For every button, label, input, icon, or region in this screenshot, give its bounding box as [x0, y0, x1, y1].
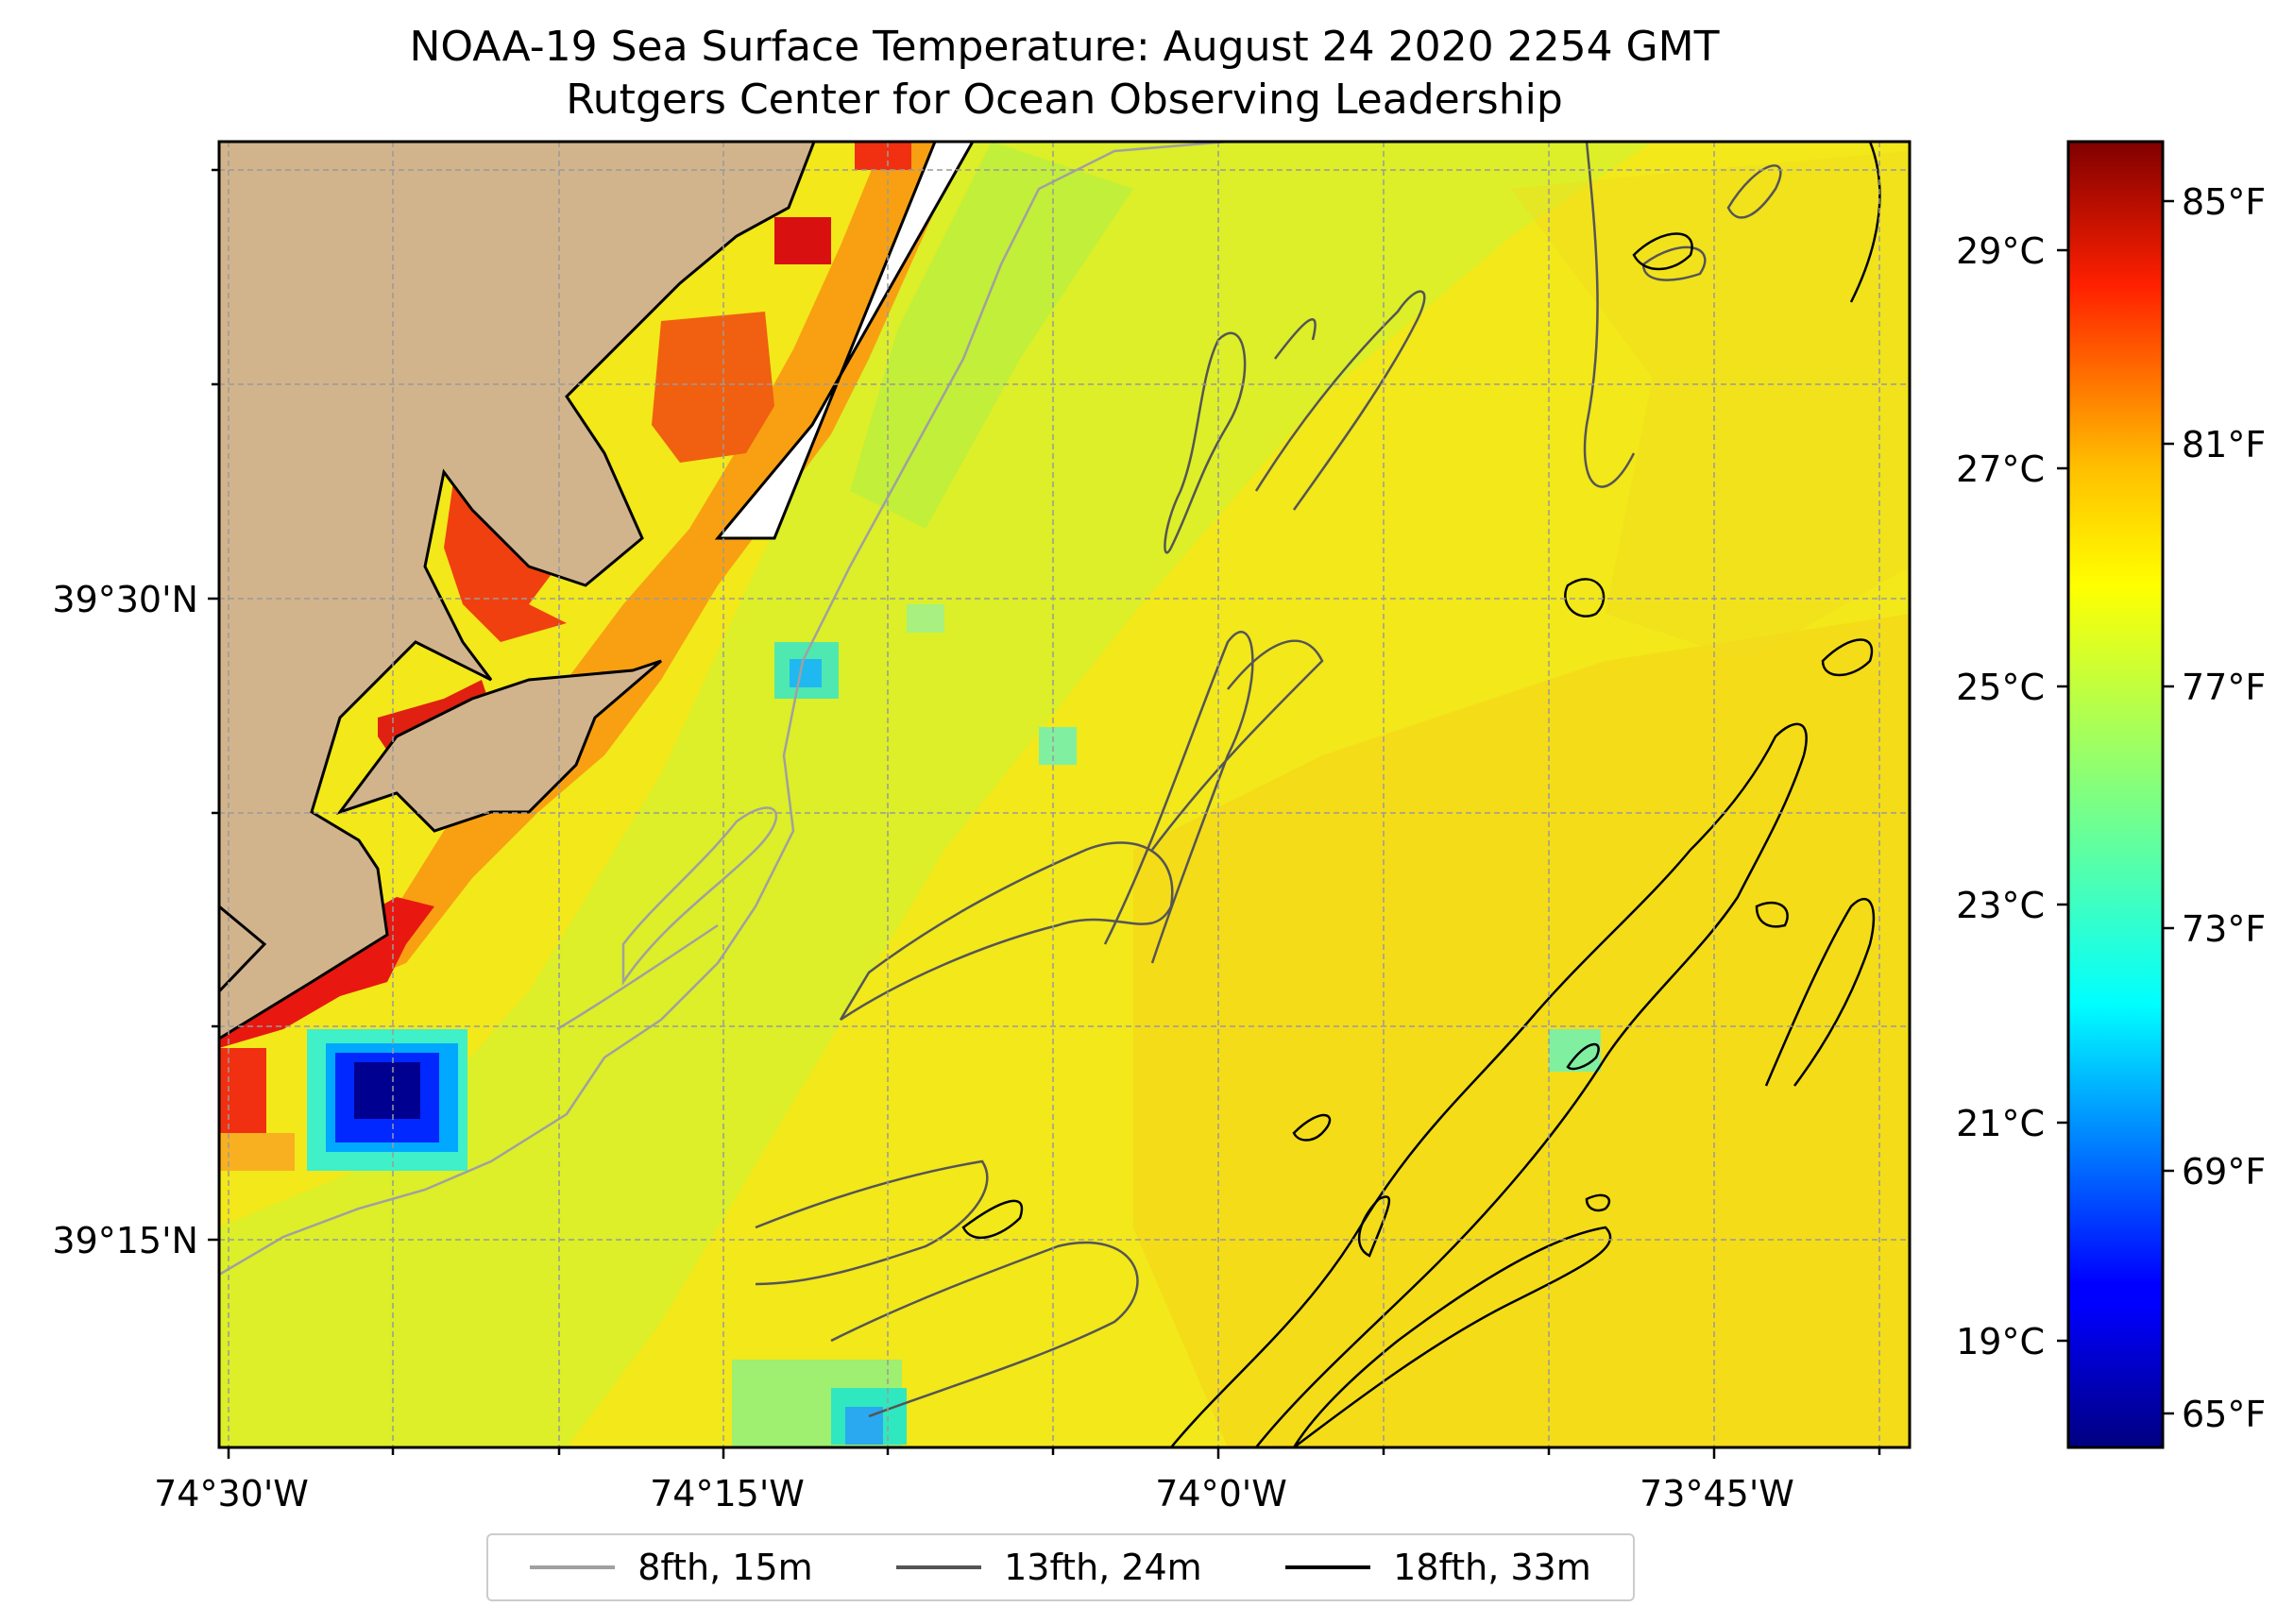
colorbar-celsius-label: 27°C [1956, 448, 2045, 490]
map-title: NOAA-19 Sea Surface Temperature: August … [409, 23, 1720, 71]
lon-tick-label: 74°0'W [1155, 1473, 1287, 1514]
bathymetry-contours [219, 142, 1881, 1447]
contour-13fth [755, 142, 1782, 1418]
legend-item-13fth: 13fth, 24m [896, 1547, 1202, 1588]
axis-ticks [208, 168, 1881, 1459]
map-frame [217, 140, 1912, 1449]
colorbar-celsius-label: 19°C [1956, 1321, 2045, 1362]
lon-tick-label: 74°15'W [650, 1473, 805, 1514]
map-subtitle: Rutgers Center for Ocean Observing Leade… [566, 76, 1563, 124]
colorbar-fahrenheit-label: 85°F [2182, 181, 2266, 223]
lon-tick-label: 73°45'W [1640, 1473, 1794, 1514]
colorbar-celsius-label: 29°C [1956, 230, 2045, 272]
legend-line-light-gray [530, 1565, 616, 1569]
legend-label: 18fth, 33m [1393, 1547, 1591, 1588]
colorbar-fahrenheit-label: 65°F [2182, 1394, 2266, 1435]
colorbar-celsius-label: 25°C [1956, 667, 2045, 708]
legend-item-18fth: 18fth, 33m [1285, 1547, 1591, 1588]
legend-label: 8fth, 15m [637, 1547, 813, 1588]
colorbar-fahrenheit-label: 73°F [2182, 908, 2266, 950]
colorbar-ticks [2057, 199, 2174, 1415]
contour-18fth [961, 142, 1881, 1447]
contour-8fth [219, 142, 1229, 1277]
colorbar-fahrenheit-label: 77°F [2182, 667, 2266, 708]
colorbar-celsius-label: 23°C [1956, 885, 2045, 926]
colorbar-fahrenheit-label: 81°F [2182, 424, 2266, 465]
lon-tick-label: 74°30'W [154, 1473, 309, 1514]
legend-line-black [1285, 1565, 1371, 1569]
lat-tick-label: 39°30'N [52, 579, 198, 620]
legend-item-8fth: 8fth, 15m [530, 1547, 813, 1588]
land [219, 142, 975, 1040]
gridlines [219, 142, 1910, 1447]
legend-label: 13fth, 24m [1004, 1547, 1202, 1588]
legend-line-dark-gray [896, 1565, 982, 1569]
contour-legend: 8fth, 15m 13fth, 24m 18fth, 33m [486, 1533, 1635, 1601]
colorbar-fahrenheit-label: 69°F [2182, 1151, 2266, 1193]
colorbar [2066, 140, 2165, 1449]
lat-tick-label: 39°15'N [52, 1220, 198, 1261]
colorbar-celsius-label: 21°C [1956, 1103, 2045, 1144]
